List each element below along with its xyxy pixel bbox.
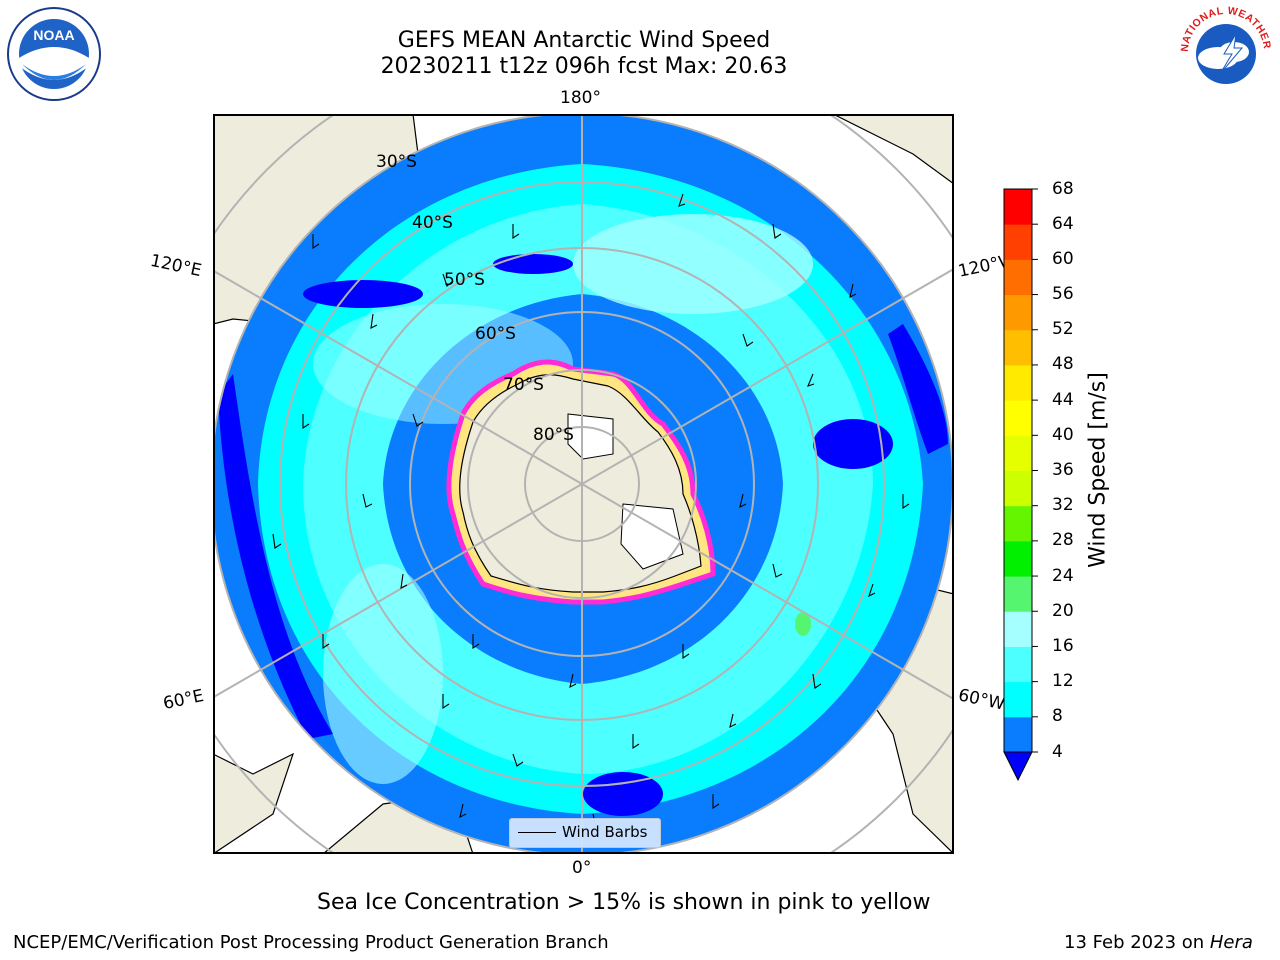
colorbar-segment-44-48	[1004, 364, 1032, 401]
footer-host: Hera	[1209, 932, 1253, 953]
lat-label-40s: 40°S	[412, 213, 453, 233]
ice-shelf-weddell	[620, 503, 684, 570]
wind-barb-swatch	[518, 832, 556, 833]
map-legend: Wind Barbs	[509, 818, 661, 848]
lon-label-lower-left: 60°E	[161, 685, 206, 715]
nws-logo: NATIONAL WEATHER SERVICE	[1176, 4, 1273, 97]
colorbar-segment-64-68	[1004, 189, 1032, 225]
colorbar-segment-12-16	[1004, 646, 1032, 683]
colorbar-segment-48-52	[1004, 329, 1032, 366]
colorbar-tick-label: 48	[1052, 354, 1074, 375]
lat-label-50s: 50°S	[444, 270, 485, 290]
colorbar-tick-label: 16	[1052, 635, 1074, 656]
lon-label-bottom: 0°	[572, 858, 592, 878]
footer-date: 13 Feb 2023 on	[1064, 932, 1210, 953]
lat-label-80s: 80°S	[533, 425, 574, 445]
colorbar-tick-label: 28	[1052, 530, 1074, 551]
colorbar-tick-label: 12	[1052, 671, 1074, 692]
colorbar-segment-60-64	[1004, 224, 1032, 260]
colorbar-segment-4-8	[1004, 716, 1032, 753]
colorbar-segment-28-32	[1004, 505, 1032, 542]
polar-map	[213, 114, 954, 854]
wind-barbs	[272, 193, 910, 828]
chart-title: GEFS MEAN Antarctic Wind Speed	[397, 28, 771, 53]
lat-label-30s: 30°S	[376, 152, 417, 172]
colorbar-tick-label: 68	[1052, 178, 1074, 199]
colorbar-segment-16-20	[1004, 611, 1032, 647]
colorbar-tick-label: 64	[1052, 213, 1074, 234]
colorbar-tick-label: 24	[1052, 565, 1074, 586]
footer-left: NCEP/EMC/Verification Post Processing Pr…	[13, 932, 609, 953]
footer-right: 13 Feb 2023 on Hera	[1064, 932, 1253, 953]
noaa-logo: NOAA	[7, 7, 101, 101]
colorbar-tick-label: 32	[1052, 495, 1074, 516]
colorbar-tick-label: 4	[1052, 741, 1063, 762]
lon-label-upper-left: 120°E	[148, 250, 204, 282]
colorbar-segment-24-28	[1004, 540, 1032, 577]
legend-label: Wind Barbs	[562, 823, 648, 841]
colorbar-tick-label: 56	[1052, 284, 1074, 305]
colorbar-segment-8-12	[1004, 681, 1032, 718]
colorbar-segment-32-36	[1004, 470, 1032, 507]
colorbar	[1003, 188, 1038, 782]
noaa-logo-text: NOAA	[33, 27, 74, 43]
chart-subtitle: 20230211 t12z 096h fcst Max: 20.63	[380, 54, 788, 79]
colorbar-segment-56-60	[1004, 259, 1032, 296]
colorbar-tick-label: 40	[1052, 424, 1074, 445]
colorbar-tick-label: 52	[1052, 319, 1074, 340]
colorbar-label: Wind Speed [m/s]	[1085, 372, 1111, 568]
colorbar-tick-label: 60	[1052, 248, 1074, 269]
colorbar-tick-label: 36	[1052, 460, 1074, 480]
colorbar-tick-label: 8	[1052, 706, 1063, 727]
colorbar-segment-20-24	[1004, 576, 1032, 612]
lat-label-70s: 70°S	[503, 375, 544, 395]
colorbar-segment-36-40	[1004, 435, 1032, 471]
colorbar-tick-label: 20	[1052, 600, 1074, 621]
lat-label-60s: 60°S	[475, 324, 516, 344]
map-area	[213, 114, 954, 854]
upper-right-land	[832, 114, 954, 185]
africa-land	[213, 752, 295, 854]
ice-shelf-ross	[567, 413, 614, 460]
sea-ice-caption: Sea Ice Concentration > 15% is shown in …	[317, 890, 931, 915]
colorbar-segment-40-44	[1004, 400, 1032, 436]
lon-label-lower-right: 60°W	[956, 685, 1007, 715]
lon-label-top: 180°	[560, 88, 601, 108]
colorbar-tick-label: 44	[1052, 389, 1074, 410]
colorbar-segment-52-56	[1004, 294, 1032, 331]
colorbar-extend-under	[1003, 751, 1033, 782]
